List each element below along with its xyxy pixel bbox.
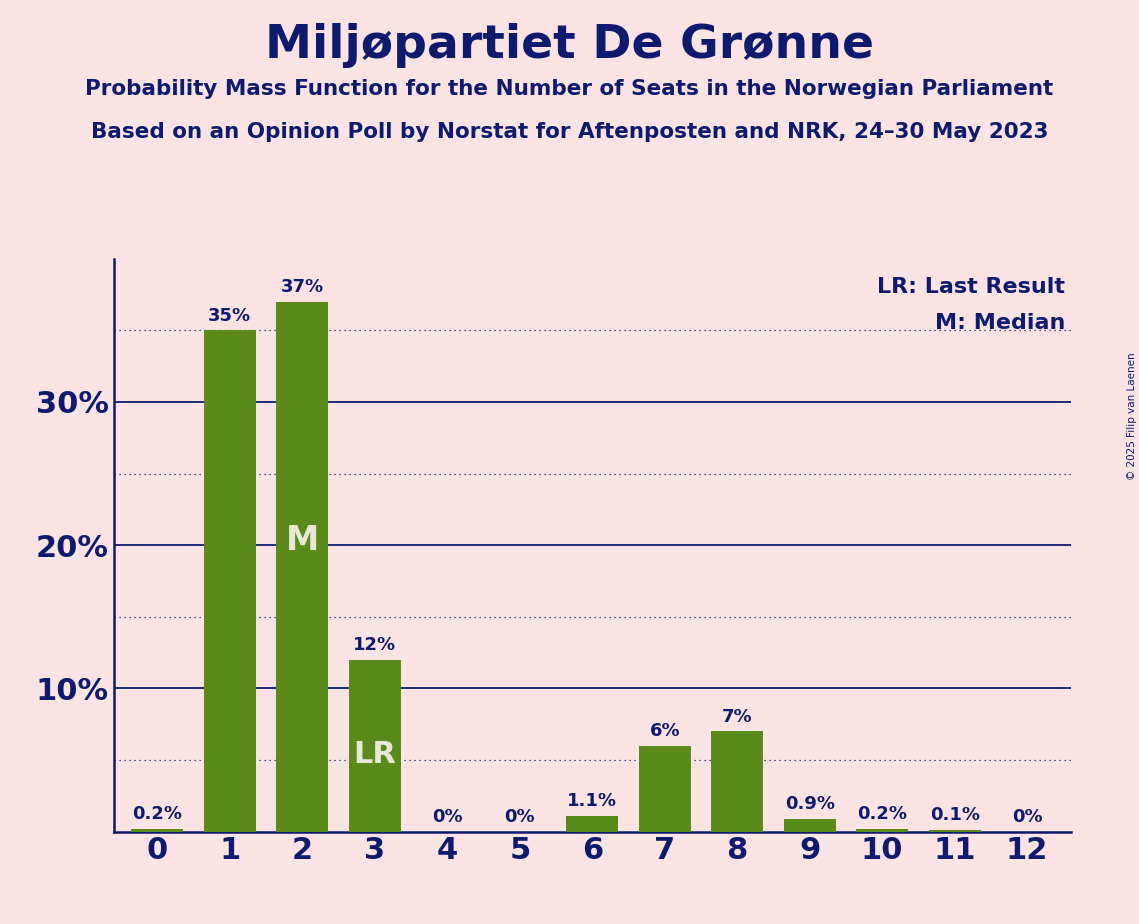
Text: 0%: 0% (505, 808, 535, 826)
Text: Based on an Opinion Poll by Norstat for Aftenposten and NRK, 24–30 May 2023: Based on an Opinion Poll by Norstat for … (91, 122, 1048, 142)
Text: 0.2%: 0.2% (858, 805, 907, 823)
Bar (928, 830, 981, 832)
Text: 0.9%: 0.9% (785, 795, 835, 813)
Bar (131, 829, 183, 832)
Text: 1.1%: 1.1% (567, 792, 617, 810)
Text: 0%: 0% (1011, 808, 1042, 826)
Bar (857, 829, 908, 832)
Text: 37%: 37% (281, 278, 323, 296)
Text: M: Median: M: Median (935, 313, 1065, 334)
Text: Miljøpartiet De Grønne: Miljøpartiet De Grønne (265, 23, 874, 68)
Bar (784, 819, 836, 832)
Text: 0.1%: 0.1% (929, 807, 980, 824)
Text: © 2025 Filip van Laenen: © 2025 Filip van Laenen (1126, 352, 1137, 480)
Text: LR: LR (353, 740, 396, 769)
Text: 6%: 6% (649, 722, 680, 740)
Text: Probability Mass Function for the Number of Seats in the Norwegian Parliament: Probability Mass Function for the Number… (85, 79, 1054, 99)
Bar (566, 816, 618, 832)
Text: 12%: 12% (353, 636, 396, 654)
Bar (639, 746, 691, 832)
Text: 35%: 35% (208, 307, 252, 324)
Text: 7%: 7% (722, 708, 753, 725)
Bar (349, 660, 401, 832)
Text: LR: Last Result: LR: Last Result (877, 277, 1065, 298)
Bar (204, 330, 256, 832)
Bar (711, 732, 763, 832)
Text: 0.2%: 0.2% (132, 805, 182, 823)
Bar (277, 301, 328, 832)
Text: 0%: 0% (432, 808, 462, 826)
Text: M: M (286, 524, 319, 556)
